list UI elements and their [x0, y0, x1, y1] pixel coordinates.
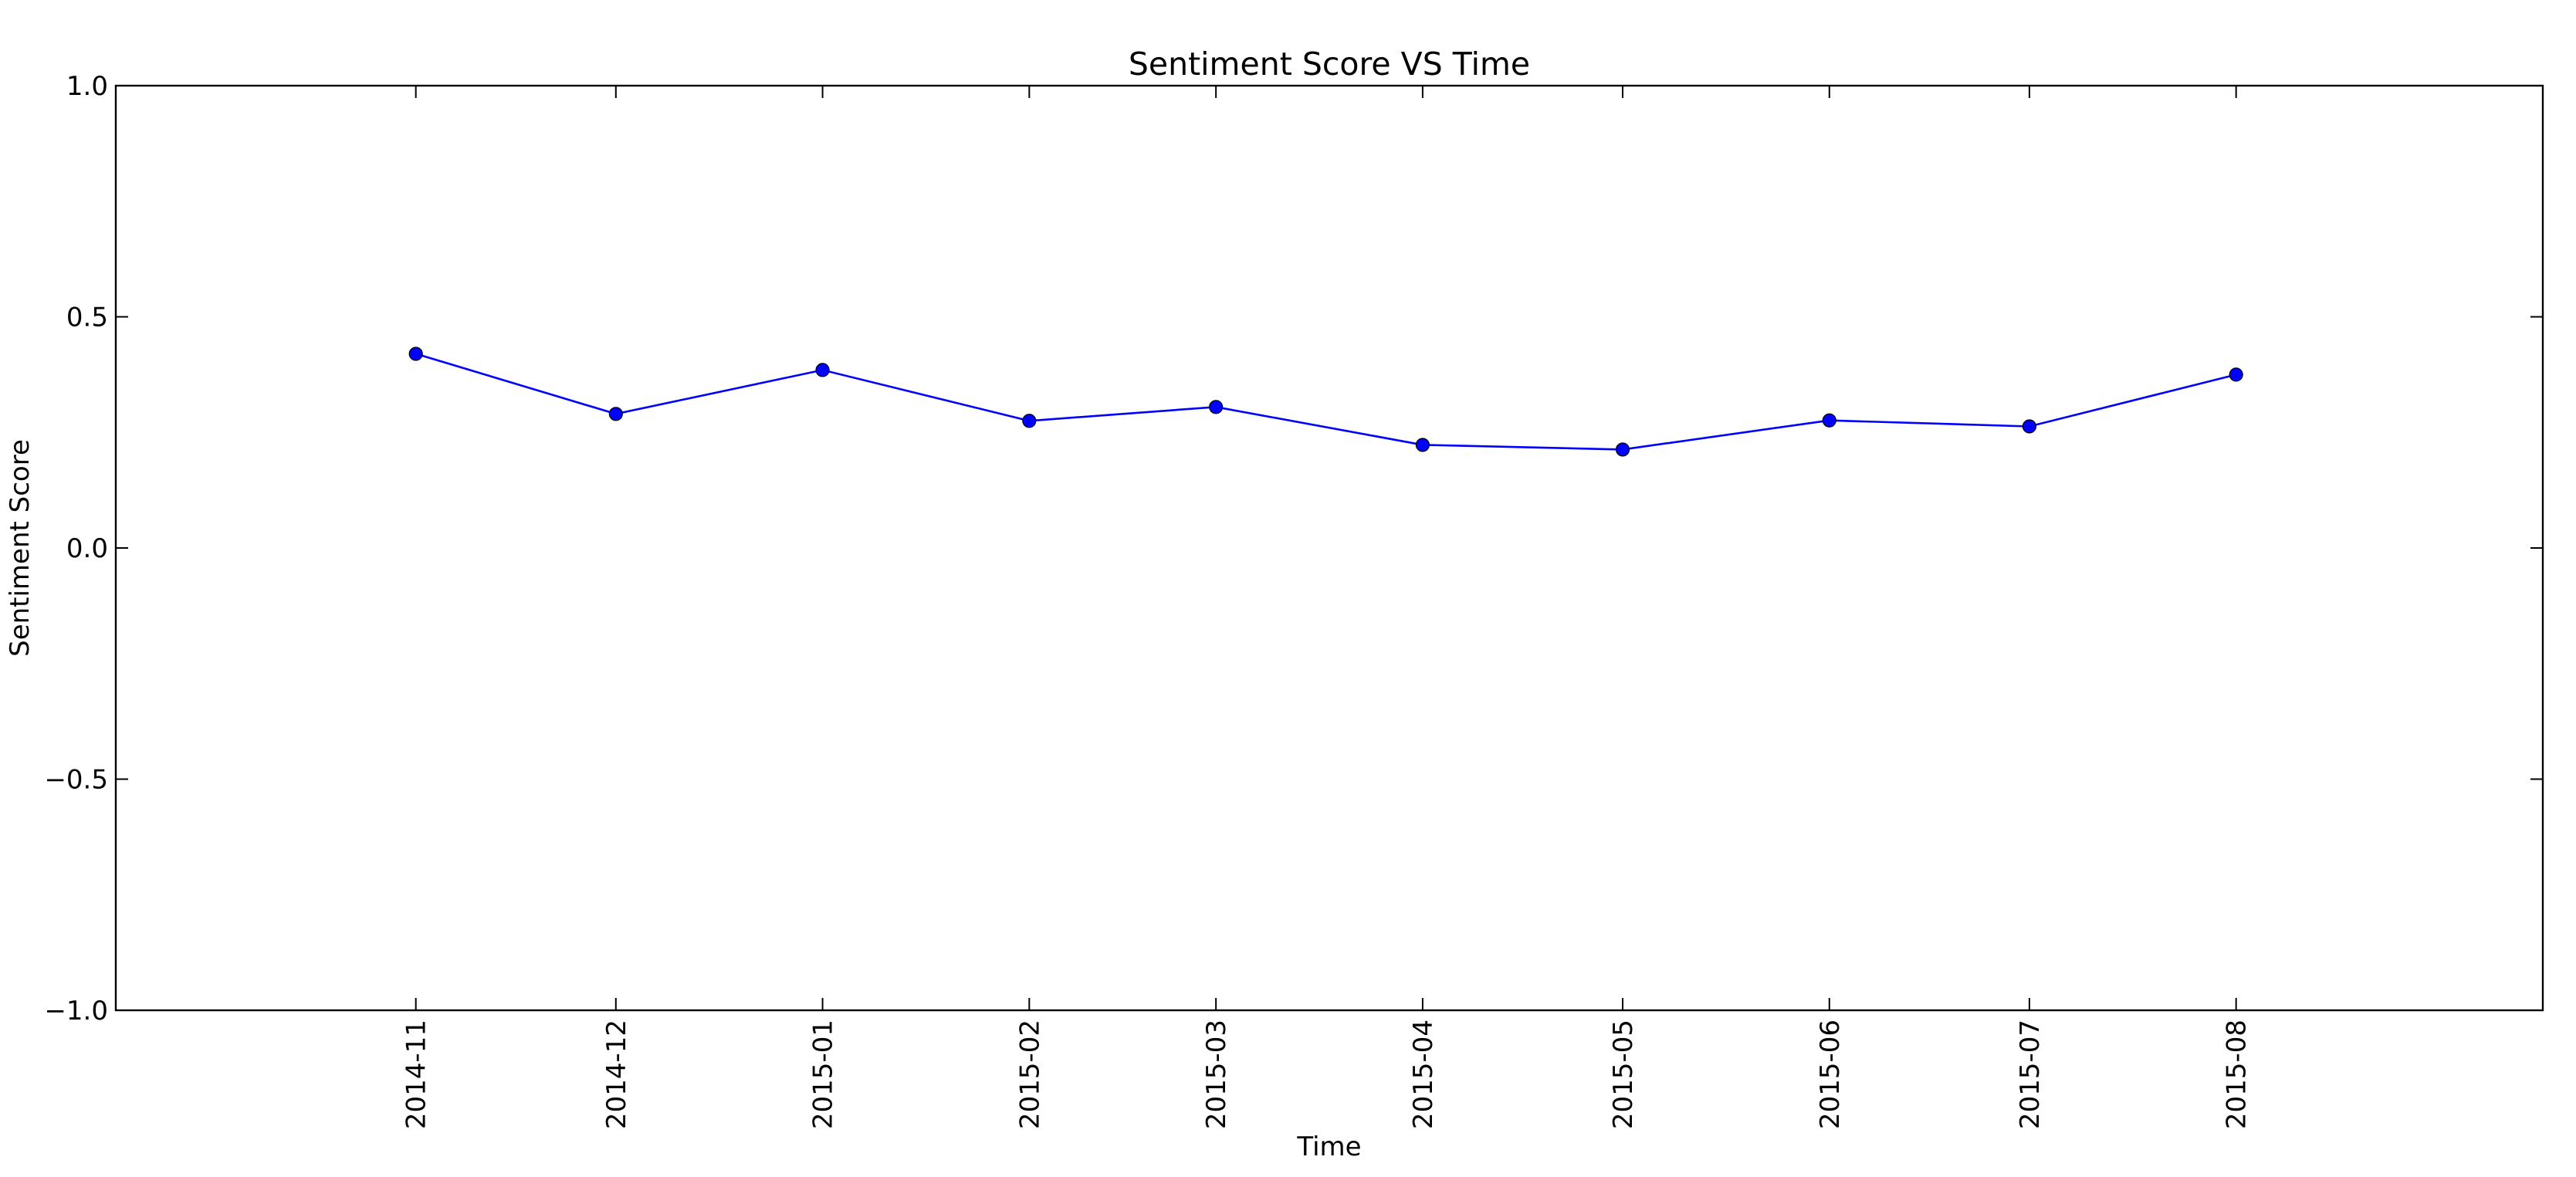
- y-tick-label: 0.0: [66, 533, 108, 564]
- x-tick-label: 2015-08: [2222, 1020, 2253, 1129]
- y-axis-title: Sentiment Score: [5, 439, 36, 657]
- plot-area: −1.0 −0.5 0.0 0.5 1.0 2014-11 2014-12 2015-01 20…: [44, 71, 2544, 1129]
- x-tick-label: 2015-02: [1014, 1020, 1045, 1129]
- data-point: [2229, 367, 2243, 382]
- x-tick-label: 2014-11: [401, 1020, 432, 1129]
- data-point: [1415, 438, 1430, 452]
- y-tick-label: 1.0: [66, 71, 108, 102]
- data-point: [408, 347, 423, 361]
- x-axis-title: Time: [1296, 1131, 1361, 1162]
- data-point: [608, 407, 623, 421]
- data-point: [2022, 419, 2037, 434]
- x-tick-label: 2015-04: [1408, 1020, 1439, 1129]
- plot-frame: [114, 84, 2544, 1012]
- y-tick-label: −1.0: [44, 996, 108, 1026]
- y-tick-label: −0.5: [44, 765, 108, 796]
- x-tick-label: 2015-03: [1201, 1020, 1232, 1129]
- y-tick-label: 0.5: [66, 303, 108, 333]
- series-line: [415, 353, 2237, 451]
- data-point: [815, 363, 830, 377]
- chart-title: Sentiment Score VS Time: [1129, 46, 1530, 83]
- x-tick-label: 2015-07: [2015, 1020, 2046, 1129]
- data-point: [1615, 442, 1630, 457]
- data-point: [1022, 414, 1037, 428]
- x-tick-label: 2015-01: [808, 1020, 839, 1129]
- data-point: [1822, 413, 1836, 428]
- x-tick-label: 2014-12: [601, 1020, 632, 1129]
- x-tick-label: 2015-05: [1608, 1020, 1639, 1129]
- x-tick-label: 2015-06: [1815, 1020, 1846, 1129]
- data-point: [1209, 400, 1224, 414]
